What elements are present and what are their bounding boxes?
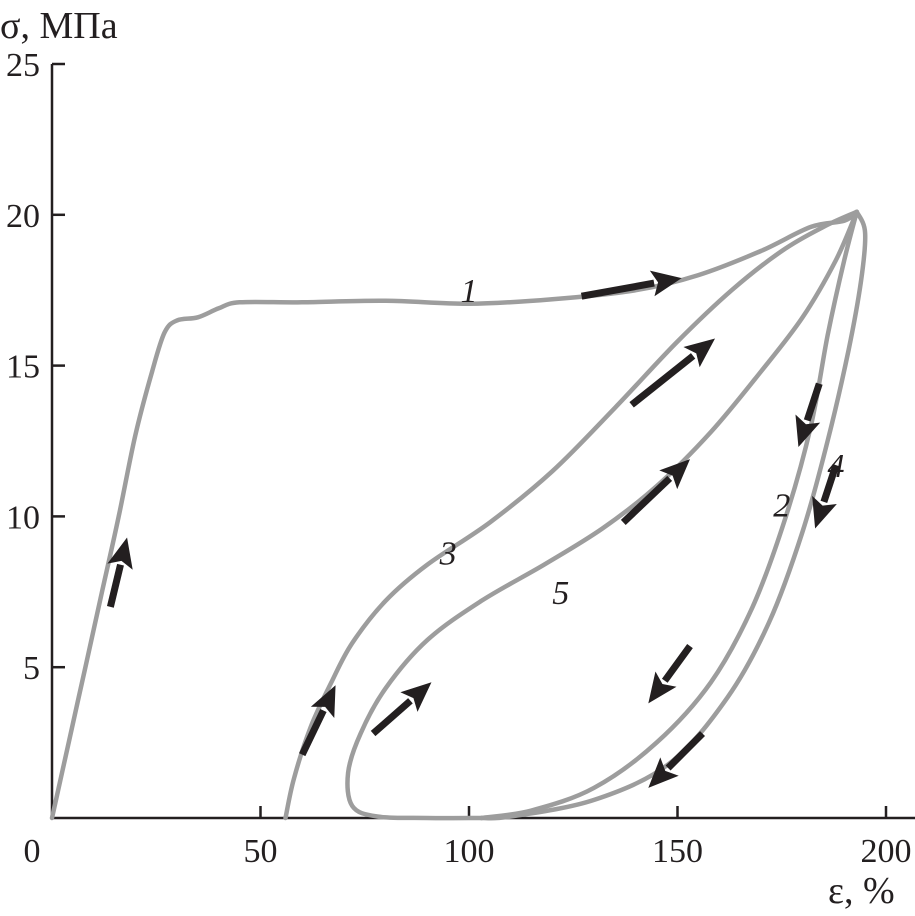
- curve-label-1: 1: [461, 273, 478, 310]
- curve-label-3: 3: [439, 536, 457, 573]
- arrow-curve-2-1: [795, 382, 823, 448]
- arrow-head: [812, 495, 837, 529]
- curve-1: [49, 209, 860, 821]
- arrow-curve-1-2: [580, 270, 682, 300]
- y-axis-title: σ, МПа: [0, 5, 118, 47]
- curve-label-4: 4: [827, 448, 844, 485]
- curve-label-2: 2: [773, 487, 790, 524]
- arrow-shaft: [803, 382, 823, 422]
- arrow-shaft: [299, 709, 327, 757]
- arrow-head: [683, 338, 716, 368]
- y-tick-label: 25: [6, 47, 40, 84]
- arrow-shaft: [106, 563, 124, 608]
- arrow-head: [310, 685, 336, 718]
- curve-label-5: 5: [552, 575, 569, 612]
- y-tick-label: 15: [6, 349, 40, 386]
- x-tick-label: 150: [652, 833, 703, 870]
- arrow-shaft: [820, 464, 840, 503]
- arrow-shaft: [629, 353, 696, 408]
- arrow-shaft: [620, 475, 673, 525]
- arrow-shaft: [665, 731, 705, 771]
- curve-2: [479, 209, 860, 821]
- direction-arrows: [106, 270, 840, 788]
- x-tick-label: 50: [244, 833, 278, 870]
- arrow-head: [649, 270, 682, 297]
- arrow-shaft: [370, 698, 413, 737]
- arrow-head: [107, 537, 133, 570]
- x-axis-title: ε, %: [828, 870, 895, 912]
- arrow-curve-5-1: [370, 682, 432, 737]
- curves: [49, 209, 868, 821]
- arrow-head: [400, 682, 432, 712]
- arrow-curve-5-2: [620, 459, 691, 525]
- y-tick-label: 20: [6, 198, 40, 235]
- arrow-curve-2-2: [648, 644, 693, 704]
- arrow-curve-3-1: [299, 685, 336, 757]
- arrow-head: [648, 757, 679, 788]
- arrow-curve-3-2: [629, 338, 716, 408]
- arrow-head: [659, 459, 691, 490]
- x-tick-label: 200: [861, 833, 912, 870]
- arrow-shaft: [661, 644, 693, 683]
- y-tick-label: 10: [6, 499, 40, 536]
- arrow-shaft: [580, 279, 655, 300]
- arrow-curve-1-1: [106, 537, 133, 608]
- x-tick-label: 100: [444, 833, 495, 870]
- curve-5: [345, 209, 860, 821]
- arrow-curve-4-1: [812, 464, 840, 529]
- arrow-curve-4-2: [648, 731, 705, 788]
- curve-4: [479, 209, 868, 821]
- arrow-head: [795, 414, 821, 448]
- y-tick-label: 5: [23, 650, 40, 687]
- arrow-head: [648, 671, 677, 704]
- x-tick-label: 0: [24, 833, 41, 870]
- curve-3: [283, 209, 860, 821]
- curve-labels: 1 2 3 4 5: [439, 273, 845, 612]
